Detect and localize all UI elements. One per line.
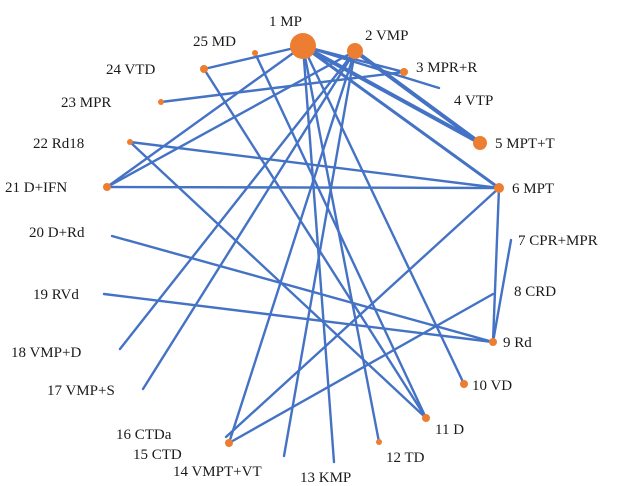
node-label-17: 17 VMP+S — [47, 383, 115, 399]
edge-6-9 — [491, 186, 501, 344]
edge-2-21 — [105, 49, 357, 189]
node-label-6: 6 MPT — [512, 181, 554, 197]
node-label-2: 2 VMP — [365, 28, 409, 44]
node-label-5: 5 MPT+T — [495, 136, 555, 152]
node-1 — [290, 33, 316, 59]
node-15 — [225, 439, 233, 447]
node-23 — [158, 99, 164, 105]
node-label-1: 1 MP — [269, 14, 302, 30]
edge-2-18 — [118, 49, 357, 351]
node-5 — [473, 136, 487, 150]
edge-2-14 — [282, 49, 357, 458]
edge-1-4 — [301, 44, 441, 90]
node-label-13: 13 KMP — [300, 470, 351, 486]
node-label-3: 3 MPR+R — [416, 60, 477, 76]
node-layer — [103, 33, 504, 447]
node-21 — [103, 183, 111, 191]
edge-22-6 — [128, 140, 501, 190]
node-label-15: 15 CTD — [133, 447, 182, 463]
node-label-4: 4 VTP — [454, 93, 493, 109]
node-label-11: 11 D — [435, 422, 464, 438]
edge-19-9 — [102, 292, 495, 344]
node-9 — [489, 338, 497, 346]
label-layer: 1 MP 2 VMP 3 MPR+R 4 VTP 5 MPT+T 6 MPT 7 CPR+M… — [5, 14, 598, 486]
node-label-7: 7 CPR+MPR — [518, 233, 598, 249]
edge-2-17 — [141, 49, 357, 391]
edge-2-15 — [227, 49, 357, 445]
node-label-19: 19 RVd — [33, 287, 79, 303]
edge-6-16 — [224, 186, 501, 439]
node-10 — [460, 380, 468, 388]
edge-1-21 — [105, 44, 305, 189]
edge-8-15 — [227, 292, 495, 445]
node-6 — [494, 183, 504, 193]
edge-25-11 — [253, 51, 428, 420]
node-label-14: 14 VMPT+VT — [173, 464, 262, 480]
node-label-23: 23 MPR — [61, 95, 111, 111]
edge-layer — [102, 44, 513, 464]
node-label-18: 18 VMP+D — [11, 345, 81, 361]
node-22 — [127, 139, 133, 145]
edge-20-9 — [110, 234, 495, 344]
node-25 — [252, 50, 258, 56]
node-label-8: 8 CRD — [514, 284, 556, 300]
edge-1-24 — [202, 44, 305, 71]
node-12 — [376, 439, 382, 445]
node-label-12: 12 TD — [386, 450, 425, 466]
node-label-16: 16 CTDa — [116, 427, 172, 443]
node-label-25: 25 MD — [193, 34, 236, 50]
node-label-9: 9 Rd — [503, 335, 532, 351]
node-24 — [200, 65, 208, 73]
node-label-20: 20 D+Rd — [29, 225, 85, 241]
edge-21-6 — [105, 185, 501, 190]
node-label-10: 10 VD — [472, 378, 512, 394]
edge-1-6 — [301, 44, 501, 190]
node-11 — [422, 414, 430, 422]
edge-2-5 — [353, 49, 482, 145]
edge-7-9 — [491, 238, 513, 344]
node-label-21: 21 D+IFN — [5, 180, 67, 196]
node-2 — [347, 43, 363, 59]
edge-3-23 — [159, 70, 406, 104]
edge-24-11 — [202, 67, 428, 420]
node-3 — [400, 68, 408, 76]
node-label-24: 24 VTD — [106, 62, 155, 78]
node-label-22: 22 Rd18 — [33, 136, 84, 152]
